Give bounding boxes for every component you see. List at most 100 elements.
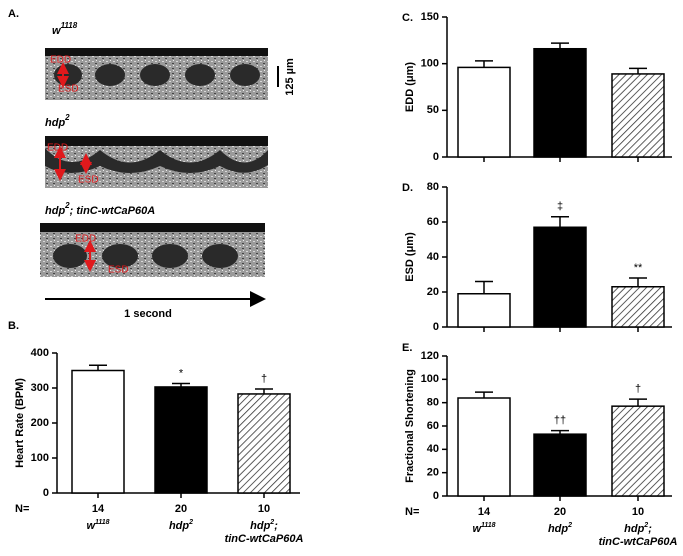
label-text: hdp <box>624 523 644 535</box>
n-count: 14 <box>92 503 105 515</box>
n-count: 20 <box>554 506 566 518</box>
bar <box>457 293 511 328</box>
y-tick-label: 120 <box>421 350 439 362</box>
y-tick-label: 40 <box>427 443 439 455</box>
y-tick-label: 60 <box>427 420 439 432</box>
label-sup: 1118 <box>95 519 110 526</box>
y-axis-label: Fractional Shortening <box>404 369 416 483</box>
y-tick-label: 80 <box>427 397 439 409</box>
label-sup: 1118 <box>481 522 496 529</box>
title-text: hdp <box>45 205 65 217</box>
title-text: w <box>52 25 62 37</box>
y-tick-label: 0 <box>433 490 439 502</box>
y-tick-label: 100 <box>421 58 439 70</box>
x-tick-label: tinC-wtCaP60A <box>599 536 678 548</box>
time-label: 1 second <box>124 308 172 320</box>
significance-mark: * <box>179 367 184 379</box>
label-sup: 2 <box>269 519 274 526</box>
label-sup: 2 <box>188 519 193 526</box>
bar <box>457 66 511 158</box>
bar <box>533 226 587 328</box>
esd-label: ESD <box>78 175 99 186</box>
y-tick-label: 300 <box>31 382 49 394</box>
esd-label: ESD <box>108 265 129 276</box>
n-count: 20 <box>175 503 187 515</box>
x-tick-label: w1118 <box>86 519 109 532</box>
panel-label: C. <box>402 12 413 24</box>
n-count: 10 <box>632 506 644 518</box>
title-sup: 2 <box>64 113 70 122</box>
title-text: hdp <box>45 117 65 129</box>
bar <box>457 397 511 497</box>
x-tick-label: hdp2; <box>624 522 652 535</box>
scale-label: 125 µm <box>284 58 296 96</box>
y-axis-label: ESD (μm) <box>404 232 416 282</box>
label-text: hdp <box>250 520 270 532</box>
n-label: N= <box>405 506 419 518</box>
kymograph <box>45 136 268 188</box>
title-after: ; tinC-wtCaP60A <box>70 205 156 217</box>
bar <box>611 286 665 328</box>
y-tick-label: 100 <box>31 452 49 464</box>
kymograph <box>40 223 265 277</box>
y-tick-label: 80 <box>427 181 439 193</box>
edd-label: EDD <box>50 55 71 66</box>
significance-mark: † <box>261 373 267 385</box>
y-tick-label: 200 <box>31 417 49 429</box>
esd-label: ESD <box>58 84 79 95</box>
panel-label: D. <box>402 182 413 194</box>
y-tick-label: 60 <box>427 216 439 228</box>
bar <box>611 73 665 158</box>
bar <box>533 47 587 158</box>
bar <box>237 393 291 494</box>
panel-label: B. <box>8 320 19 332</box>
label-text: w <box>86 520 96 532</box>
label-after: ; <box>648 523 652 535</box>
label-text: hdp <box>169 520 189 532</box>
n-label: N= <box>15 503 29 515</box>
significance-mark: †† <box>554 415 566 427</box>
image-title: hdp2 <box>45 113 70 129</box>
edd-label: EDD <box>75 234 96 245</box>
bar <box>611 405 665 497</box>
panel-label: E. <box>402 342 412 354</box>
y-tick-label: 0 <box>43 487 49 499</box>
label-sup: 2 <box>567 522 572 529</box>
x-tick-label: tinC-wtCaP60A <box>225 533 304 545</box>
y-axis-label: Heart Rate (BPM) <box>14 378 26 468</box>
label-sup: 2 <box>643 522 648 529</box>
edd-label: EDD <box>47 143 68 154</box>
y-tick-label: 0 <box>433 151 439 163</box>
significance-mark: ** <box>634 262 643 274</box>
label-after: ; <box>274 520 278 532</box>
image-title: w1118 <box>52 21 78 37</box>
significance-mark: † <box>635 383 641 395</box>
image-title: hdp2; tinC-wtCaP60A <box>45 201 155 217</box>
y-tick-label: 20 <box>427 467 439 479</box>
label-text: w <box>472 523 482 535</box>
y-tick-label: 100 <box>421 373 439 385</box>
bar <box>154 386 208 494</box>
y-tick-label: 50 <box>427 104 439 116</box>
y-axis-label: EDD (μm) <box>404 62 416 112</box>
x-tick-label: w1118 <box>472 522 495 535</box>
title-sup: 2 <box>64 201 70 210</box>
y-tick-label: 150 <box>421 11 439 23</box>
panel-label: A. <box>8 8 19 20</box>
n-count: 14 <box>478 506 491 518</box>
x-tick-label: hdp2 <box>169 519 193 532</box>
y-tick-label: 0 <box>433 321 439 333</box>
kymograph <box>45 48 268 100</box>
title-sup: 1118 <box>61 21 78 30</box>
x-tick-label: hdp2; <box>250 519 278 532</box>
y-tick-label: 400 <box>31 347 49 359</box>
bar <box>533 433 587 497</box>
x-tick-label: hdp2 <box>548 522 572 535</box>
significance-mark: ‡ <box>557 201 563 213</box>
y-tick-label: 20 <box>427 286 439 298</box>
y-tick-label: 40 <box>427 251 439 263</box>
label-text: hdp <box>548 523 568 535</box>
bar <box>71 369 125 494</box>
n-count: 10 <box>258 503 270 515</box>
